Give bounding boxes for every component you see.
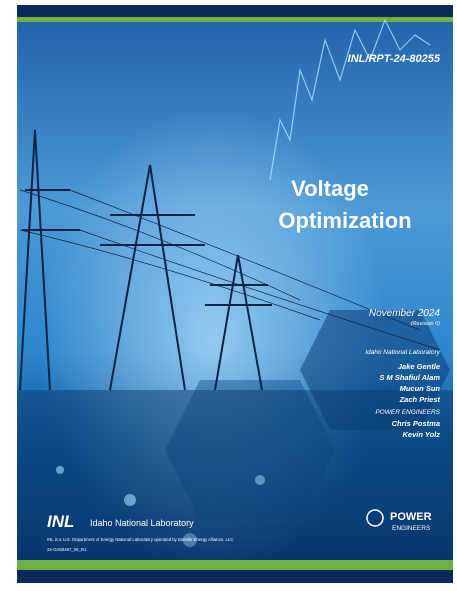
cover-page: INL/RPT-24-80255 Voltage Optimization No… bbox=[0, 0, 457, 591]
revision: (Revision 0) bbox=[411, 321, 441, 327]
author: S M Shafiul Alam bbox=[379, 373, 440, 382]
organization: POWER ENGINEERS bbox=[375, 409, 440, 416]
background bbox=[17, 5, 453, 583]
author: Chris Postma bbox=[392, 419, 440, 428]
author: Mucun Sun bbox=[400, 384, 441, 393]
inl-name: Idaho National Laboratory bbox=[90, 518, 194, 528]
inl-logo: INL bbox=[47, 512, 74, 531]
author: Kevin Yolz bbox=[402, 430, 440, 439]
disclaimer: INL is a U.S. Department of Energy Natio… bbox=[47, 537, 233, 542]
title-line: Voltage bbox=[291, 176, 369, 201]
date: November 2024 bbox=[369, 308, 441, 319]
document-code: 24-GA50457_06_R1 bbox=[47, 547, 87, 552]
author: Zach Priest bbox=[399, 395, 441, 404]
partner-logo: POWER bbox=[390, 511, 432, 523]
organization: Idaho National Laboratory bbox=[365, 349, 441, 356]
author: Jake Gentle bbox=[398, 362, 440, 371]
partner-logo: ENGINEERS bbox=[392, 525, 431, 532]
title-line: Optimization bbox=[278, 208, 411, 233]
report-number: INL/RPT-24-80255 bbox=[348, 53, 441, 65]
